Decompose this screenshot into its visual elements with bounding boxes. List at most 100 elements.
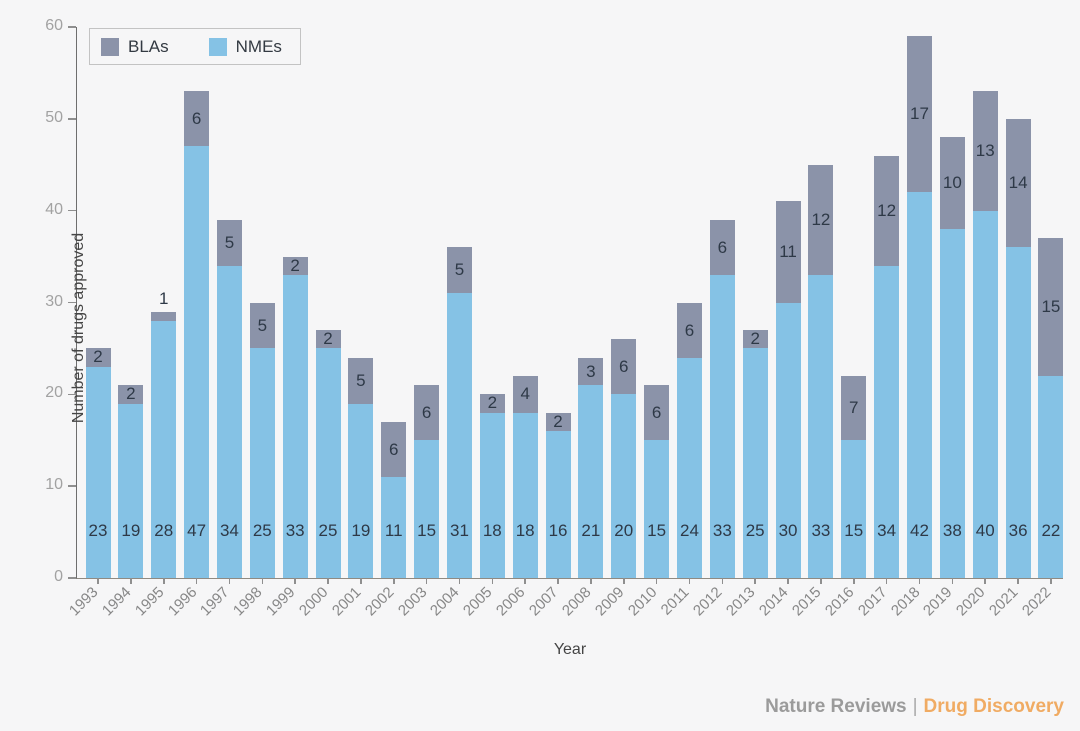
nme-segment: [151, 320, 177, 578]
bla-value-label: 15: [1041, 297, 1061, 317]
bla-value-label: 2: [126, 384, 136, 404]
x-tick: [885, 578, 888, 584]
bla-segment: [315, 330, 341, 349]
bla-segment: [216, 219, 242, 266]
x-tick-label-text: 2007: [525, 583, 562, 620]
x-tick-label-text: 2011: [658, 583, 694, 619]
x-tick-label-text: 2017: [854, 583, 891, 620]
x-tick-label-text: 2008: [558, 583, 595, 620]
x-tick: [951, 578, 954, 584]
bla-segment: [874, 155, 900, 266]
nme-segment: [742, 348, 768, 578]
journal-text: Drug Discovery: [923, 696, 1064, 717]
bla-value-label: 6: [389, 439, 399, 459]
x-tick: [327, 578, 329, 584]
nme-value-label: 11: [384, 521, 403, 540]
bla-segment: [611, 339, 637, 395]
x-tick: [195, 578, 198, 584]
nme-segment: [512, 412, 538, 578]
bla-segment: [742, 330, 768, 349]
nme-value-label: 30: [778, 521, 798, 540]
nme-segment: [414, 440, 440, 578]
nme-segment: [709, 274, 735, 578]
x-tick: [688, 578, 691, 584]
bla-segment: [184, 91, 210, 147]
bla-segment: [709, 219, 735, 275]
y-axis-title: Number of drugs approved: [70, 232, 87, 424]
y-tick: [68, 301, 76, 304]
nme-value-label: 21: [581, 521, 601, 540]
bla-segment: [479, 394, 505, 413]
nme-value-label: 16: [548, 521, 568, 540]
bla-value-label: 6: [619, 357, 629, 377]
blas-swatch-icon: [101, 37, 119, 56]
nme-value-label: 47: [187, 521, 207, 540]
nme-value-label: 36: [1008, 521, 1028, 540]
x-tick: [162, 578, 165, 584]
nme-segment: [216, 265, 242, 578]
nme-value-label: 15: [647, 521, 667, 540]
x-tick: [590, 578, 592, 584]
x-tick: [655, 578, 658, 584]
nme-value-label: 34: [219, 521, 239, 540]
y-tick: [68, 118, 76, 120]
nme-value-label: 40: [975, 521, 995, 540]
bla-value-label: 2: [750, 329, 760, 349]
nme-segment: [315, 348, 341, 578]
nme-value-label: 19: [351, 521, 371, 540]
x-tick-label-text: 2003: [394, 583, 431, 620]
bla-segment: [151, 311, 177, 321]
nme-segment: [545, 431, 571, 578]
bla-segment: [545, 412, 571, 432]
bla-segment: [282, 256, 308, 275]
bla-value-label: 12: [811, 209, 831, 229]
x-tick-label-text: 2009: [591, 583, 628, 620]
nme-segment: [282, 274, 308, 578]
x-tick: [392, 578, 395, 584]
nme-value-label: 31: [449, 521, 469, 540]
x-axis-title: Year: [553, 641, 587, 658]
nme-segment: [907, 192, 932, 578]
x-tick: [458, 578, 461, 584]
x-tick-label-text: 2016: [821, 583, 858, 620]
x-tick: [1017, 578, 1019, 584]
x-tick-label-text: 2002: [361, 583, 398, 620]
x-tick-label-text: 2015: [788, 583, 825, 620]
bla-value-label: 14: [1008, 172, 1028, 192]
bla-value-label: 2: [93, 347, 103, 367]
bla-value-label: 3: [586, 361, 596, 381]
x-tick: [360, 578, 362, 584]
x-tick-label-text: 2005: [460, 583, 496, 620]
brand-text: Nature Reviews: [765, 696, 907, 717]
x-tick: [491, 578, 494, 584]
legend-label-nmes: NMEs: [235, 36, 282, 56]
x-tick: [622, 578, 625, 584]
bla-segment: [578, 357, 604, 386]
y-tick: [68, 485, 76, 487]
x-tick-label-text: 2021: [985, 583, 1022, 620]
bla-segment: [249, 302, 275, 349]
y-tick-label: 30: [45, 292, 63, 310]
nme-value-label: 15: [417, 521, 437, 540]
x-tick-label-text: 2010: [624, 583, 661, 620]
y-tick-label: 10: [45, 476, 63, 494]
x-tick: [130, 578, 132, 584]
bla-value-label: 1: [158, 288, 169, 308]
bla-value-label: 13: [975, 141, 995, 161]
x-tick: [820, 578, 822, 584]
bla-segment: [512, 375, 538, 413]
bla-value-label: 2: [553, 411, 563, 431]
bla-segment: [414, 385, 440, 441]
nme-value-label: 28: [154, 521, 174, 540]
legend-item-nmes: NMEs: [208, 36, 282, 57]
bla-segment: [1005, 118, 1031, 248]
nme-segment: [808, 274, 834, 578]
nme-segment: [644, 440, 670, 578]
separator-text: |: [912, 696, 918, 717]
nme-segment: [85, 366, 111, 578]
bla-value-label: 12: [877, 200, 897, 220]
bla-value-label: 17: [910, 104, 929, 124]
nme-segment: [446, 293, 472, 578]
nme-value-label: 24: [680, 521, 699, 540]
x-tick-label-text: 2001: [328, 583, 365, 620]
